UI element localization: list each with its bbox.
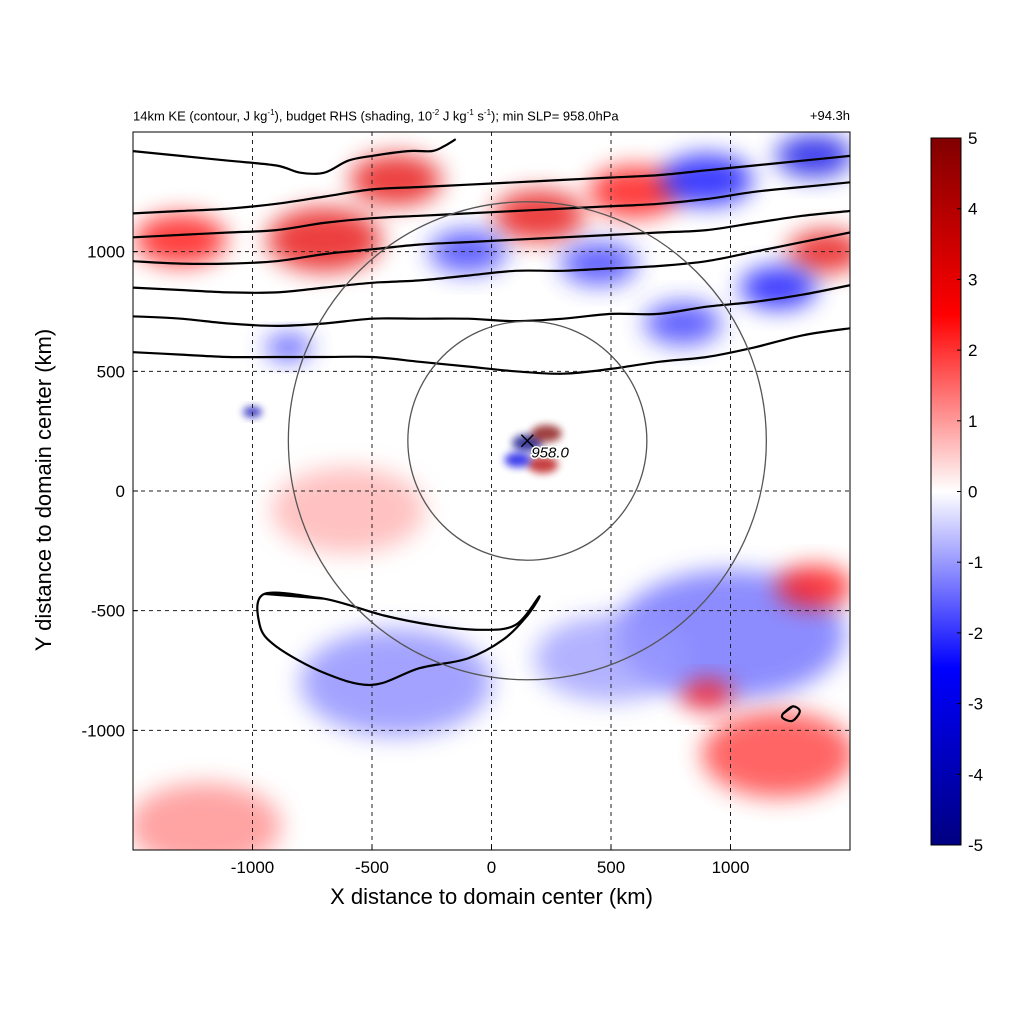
ke-contour-c3 xyxy=(133,231,850,294)
x-tick-label: -1000 xyxy=(231,858,274,877)
shading-feature xyxy=(775,134,850,178)
shading-feature xyxy=(271,467,425,554)
time-label: +94.3h xyxy=(809,108,850,123)
ke-contour-c6 xyxy=(133,154,850,215)
ke-contour-south-loop xyxy=(256,591,541,687)
colorbar-tick-label: -2 xyxy=(968,624,983,643)
shading-feature xyxy=(534,615,688,702)
y-axis-ticks: -1000 -500 0 500 1000 xyxy=(82,243,138,740)
y-tick-label: 500 xyxy=(97,362,125,381)
colorbar-tick-label: 2 xyxy=(968,341,977,360)
ke-contour-c1 xyxy=(133,327,850,375)
colorbar-tick-label: 3 xyxy=(968,270,977,289)
colorbar-gradient xyxy=(930,137,962,846)
colorbar-tick-label: 5 xyxy=(968,129,977,148)
y-axis-label: Y distance to domain center (km) xyxy=(31,328,56,652)
x-tick-label: 1000 xyxy=(712,858,750,877)
ke-contour-c5 xyxy=(133,181,850,239)
shading-feature xyxy=(300,628,492,737)
colorbar-tick-label: -3 xyxy=(968,695,983,714)
shading-feature xyxy=(531,424,562,443)
shading-layer xyxy=(133,134,850,850)
x-axis-label: X distance to domain center (km) xyxy=(330,884,653,909)
storm-center-marker: 958.0 xyxy=(520,434,571,463)
y-tick-label: -500 xyxy=(91,602,125,621)
colorbar-tick-label: 1 xyxy=(968,412,977,431)
shading-feature xyxy=(775,565,850,609)
storm-slp-label: 958.0 xyxy=(531,445,569,462)
colorbar-tick-label: 0 xyxy=(968,483,977,502)
chart-title: 14km KE (contour, J kg-1), budget RHS (s… xyxy=(133,108,619,124)
colorbar-tick-label: -1 xyxy=(968,553,983,572)
shading-feature xyxy=(504,452,532,468)
shading-feature xyxy=(266,207,382,272)
shading-feature xyxy=(740,266,817,310)
x-tick-label: 500 xyxy=(597,858,625,877)
ke-contour-east-loop xyxy=(780,705,801,723)
ke-contour-c2 xyxy=(133,284,850,328)
ke-contours xyxy=(133,138,850,723)
radius-rings xyxy=(287,201,767,681)
shading-feature xyxy=(493,189,586,242)
colorbar: 5 4 3 2 1 0 -1 -2 -3 -4 -5 xyxy=(930,129,983,855)
colorbar-tick-label: 4 xyxy=(968,200,977,219)
shading-feature xyxy=(644,301,721,345)
shading-feature xyxy=(701,711,850,798)
x-axis-ticks: -1000 -500 0 500 1000 xyxy=(231,845,750,877)
x-tick-label: 0 xyxy=(487,858,496,877)
y-tick-label: 0 xyxy=(116,482,125,501)
shading-feature xyxy=(560,242,638,286)
x-tick-label: -500 xyxy=(355,858,389,877)
ring-1000km xyxy=(287,201,767,681)
colorbar-tick-label: -4 xyxy=(968,765,983,784)
y-tick-label: 1000 xyxy=(87,243,125,262)
storm-x-mark xyxy=(520,434,534,448)
colorbar-tick-label: -5 xyxy=(968,836,983,855)
ke-contour-c7 xyxy=(133,138,457,175)
ke-contour-c4 xyxy=(133,209,850,265)
shading-feature xyxy=(134,213,227,266)
y-tick-label: -1000 xyxy=(82,721,125,740)
shading-feature xyxy=(527,456,559,474)
shading-feature xyxy=(265,334,312,361)
shading-feature xyxy=(350,154,442,206)
plot-area xyxy=(133,132,850,850)
ring-500km xyxy=(407,320,648,561)
shading-feature xyxy=(133,783,282,850)
shading-feature xyxy=(679,679,734,710)
